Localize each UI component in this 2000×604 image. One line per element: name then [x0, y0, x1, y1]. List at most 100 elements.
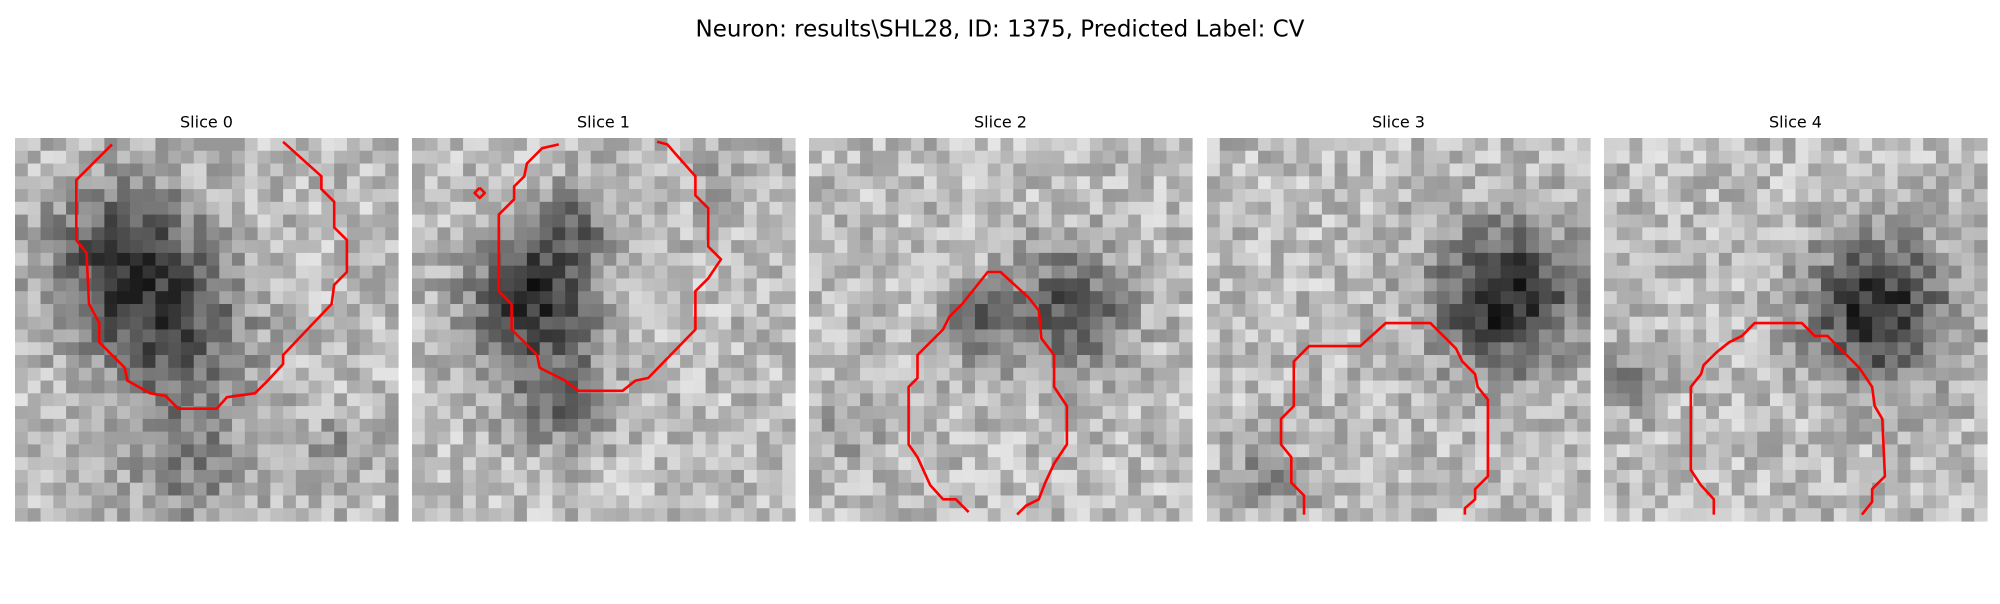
pixel: [1385, 265, 1400, 280]
pixel: [1321, 138, 1336, 152]
pixel: [475, 406, 490, 420]
pixel: [1436, 201, 1451, 216]
pixel: [667, 138, 681, 152]
pixel: [514, 342, 528, 356]
pixel: [705, 444, 719, 458]
pixel: [1026, 227, 1040, 241]
pixel: [129, 278, 144, 292]
pixel: [1115, 189, 1129, 203]
pixel: [1385, 163, 1400, 177]
pixel: [1179, 342, 1193, 356]
pixel: [962, 150, 976, 165]
pixel: [1923, 291, 1937, 305]
pixel: [539, 240, 554, 254]
pixel: [1833, 163, 1848, 177]
pixel: [180, 329, 195, 343]
pixel: [1500, 201, 1514, 216]
pixel: [1718, 482, 1733, 497]
pixel: [654, 508, 668, 522]
pixel: [1475, 418, 1489, 433]
pixel: [923, 406, 938, 420]
pixel: [219, 329, 233, 343]
pixel: [1013, 189, 1027, 203]
pixel: [501, 418, 515, 433]
pixel: [1296, 342, 1310, 356]
pixel: [1411, 278, 1425, 292]
pixel: [1038, 278, 1053, 292]
pixel: [1757, 418, 1771, 433]
pixel: [590, 342, 605, 356]
pixel: [1769, 482, 1784, 497]
pixel: [885, 189, 899, 203]
pixel: [936, 367, 951, 382]
pixel: [475, 329, 490, 343]
pixel: [257, 189, 271, 203]
pixel: [463, 138, 477, 152]
pixel: [501, 355, 515, 369]
pixel: [1334, 252, 1349, 267]
pixel: [641, 163, 656, 177]
pixel: [66, 265, 80, 280]
pixel: [1372, 469, 1387, 484]
pixel: [27, 316, 42, 331]
pixel: [1089, 406, 1104, 420]
pixel: [385, 138, 399, 152]
pixel: [1475, 163, 1489, 177]
pixel: [872, 495, 887, 509]
pixel: [590, 457, 605, 471]
pixel: [1296, 240, 1310, 254]
pixel: [1744, 418, 1758, 433]
pixel: [1795, 201, 1809, 216]
pixel: [1577, 201, 1591, 216]
pixel: [872, 508, 887, 522]
pixel: [1757, 176, 1771, 190]
pixel: [769, 201, 783, 216]
pixel: [1398, 189, 1412, 203]
pixel: [168, 342, 182, 356]
pixel: [1077, 214, 1091, 228]
pixel: [142, 278, 157, 292]
pixel: [1974, 278, 1988, 292]
pixel: [1179, 303, 1193, 318]
pixel: [1897, 214, 1911, 228]
pixel: [860, 252, 874, 267]
pixel: [295, 163, 310, 177]
pixel: [1398, 495, 1412, 509]
pixel: [692, 508, 707, 522]
pixel: [463, 418, 477, 433]
pixel: [1731, 227, 1746, 241]
pixel: [78, 393, 93, 407]
pixel: [1013, 303, 1027, 318]
pixel: [872, 380, 887, 394]
pixel: [949, 138, 963, 152]
pixel: [885, 457, 899, 471]
pixel: [923, 189, 938, 203]
pixel: [1500, 355, 1514, 369]
pixel: [334, 252, 348, 267]
pixel: [1718, 138, 1733, 152]
pixel: [1102, 138, 1116, 152]
pixel: [1526, 303, 1540, 318]
pixel: [898, 227, 912, 241]
pixel: [1551, 418, 1566, 433]
pixel: [898, 150, 912, 165]
pixel: [1258, 240, 1272, 254]
pixel: [334, 189, 348, 203]
pixel: [565, 291, 579, 305]
pixel: [40, 444, 54, 458]
pixel: [232, 418, 246, 433]
pixel: [321, 418, 335, 433]
pixel: [962, 227, 976, 241]
pixel: [1245, 201, 1259, 216]
pixel: [860, 214, 874, 228]
pixel: [1948, 278, 1963, 292]
pixel: [270, 406, 284, 420]
pixel: [1706, 150, 1720, 165]
pixel: [1655, 469, 1669, 484]
pixel: [53, 457, 67, 471]
pixel: [463, 508, 477, 522]
pixel: [1577, 482, 1591, 497]
pixel: [1179, 201, 1193, 216]
pixel: [1309, 329, 1323, 343]
pixel: [1808, 227, 1822, 241]
